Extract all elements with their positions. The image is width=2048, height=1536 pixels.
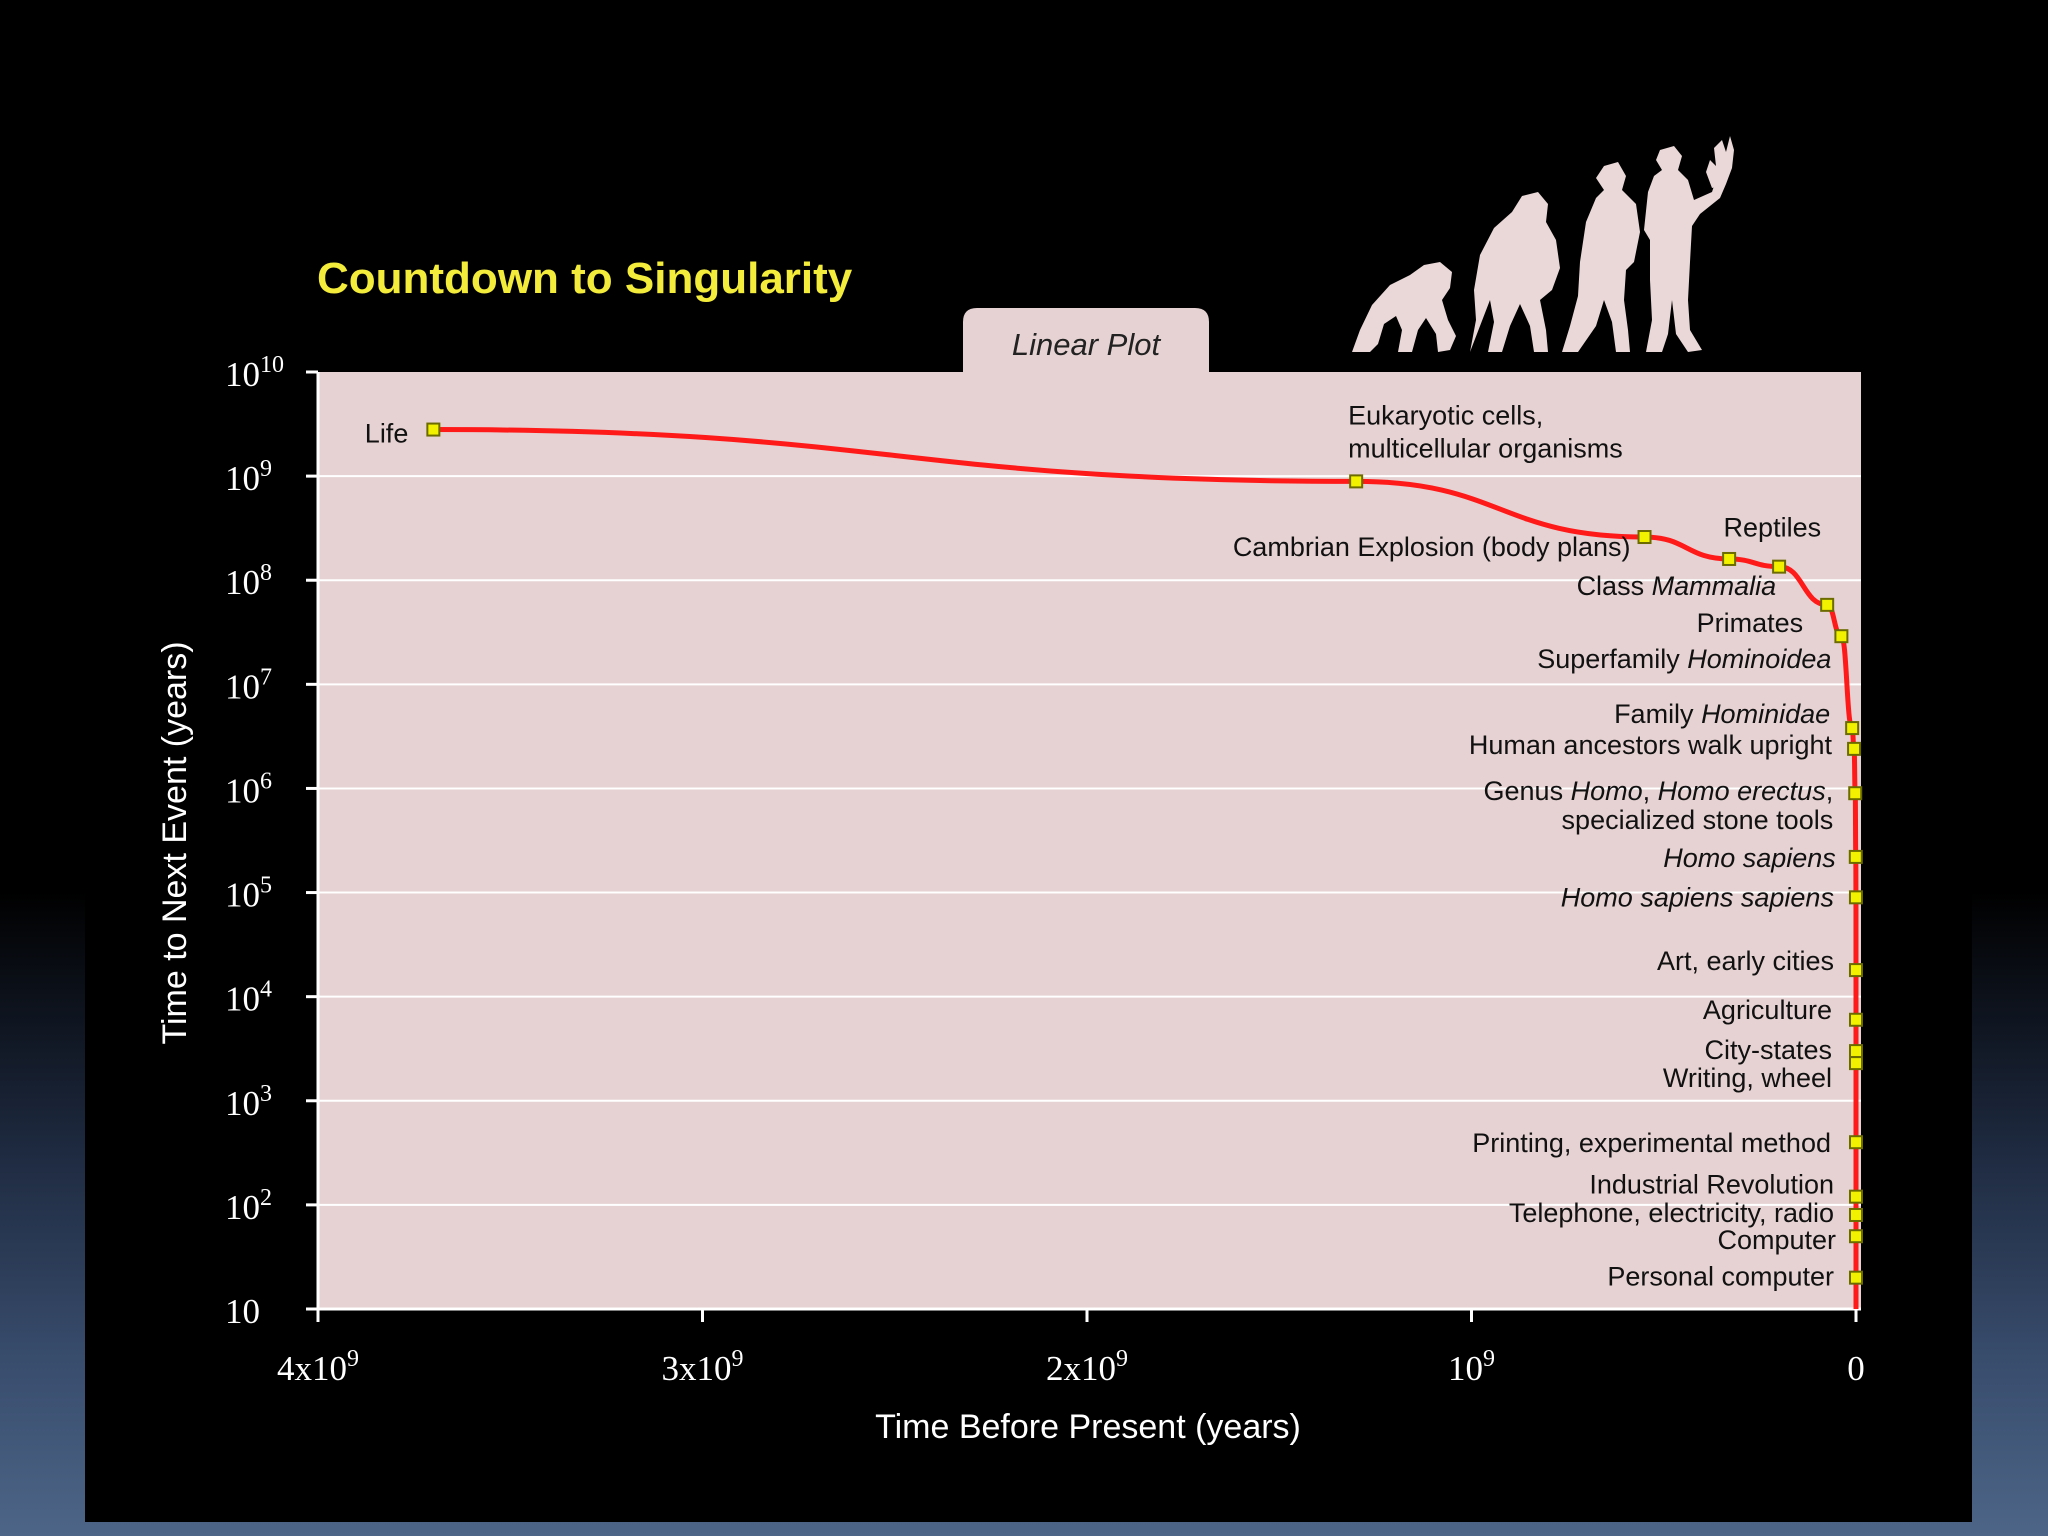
plot-area — [318, 372, 1861, 1309]
event-marker — [1848, 1044, 1863, 1059]
event-marker — [1849, 1270, 1863, 1285]
event-marker — [1849, 1207, 1863, 1222]
event-marker — [1772, 559, 1787, 574]
event-marker — [1848, 1189, 1863, 1204]
event-marker — [1820, 597, 1835, 612]
y-tick-label: 103 — [225, 1081, 272, 1123]
point-label-group: Life Eukaryotic cells,multicellular organ… — [365, 400, 1836, 1291]
event-label: City-states — [1704, 1035, 1832, 1065]
evolution-silhouettes-icon — [1352, 136, 1734, 352]
event-label: Reptiles — [1724, 513, 1822, 543]
event-label: Homo sapiens sapiens — [1561, 882, 1834, 912]
event-label: Art, early cities — [1657, 946, 1834, 976]
event-marker — [1637, 530, 1652, 545]
chart-title: Countdown to Singularity — [317, 254, 853, 303]
event-marker — [426, 422, 441, 437]
event-label: Agriculture — [1703, 995, 1832, 1025]
event-marker — [1848, 1135, 1863, 1150]
event-marker — [1848, 1012, 1863, 1027]
event-label: Industrial Revolution — [1589, 1170, 1834, 1200]
event-marker — [1848, 849, 1863, 864]
x-tick-label: 0 — [1847, 1349, 1865, 1388]
event-marker — [1834, 629, 1849, 644]
event-marker — [1849, 1229, 1863, 1244]
linear-plot-tab — [963, 308, 1209, 372]
event-marker — [1349, 474, 1364, 489]
event-marker — [1847, 741, 1862, 756]
event-label: Writing, wheel — [1663, 1063, 1832, 1093]
event-label: Primates — [1697, 608, 1804, 638]
x-tick-label: 2x109 — [1046, 1346, 1128, 1388]
event-label: multicellular organisms — [1348, 433, 1623, 463]
event-label: Telephone, electricity, radio — [1509, 1198, 1834, 1228]
y-tick-label: 107 — [225, 664, 272, 706]
x-tick-labels: 4x109 3x109 2x109 109 0 — [277, 1346, 1865, 1388]
y-tick-labels: 1010 109 108 107 106 105 104 103 102 10 — [225, 352, 284, 1331]
event-label: Printing, experimental method — [1472, 1128, 1831, 1158]
event-marker — [1848, 786, 1863, 801]
event-label: Computer — [1717, 1225, 1836, 1255]
event-label: Family Hominidae — [1614, 699, 1830, 729]
x-tick-label: 109 — [1448, 1346, 1495, 1388]
linear-plot-tab-label: Linear Plot — [1012, 327, 1162, 362]
y-tick-label: 109 — [225, 456, 272, 498]
event-marker — [1845, 721, 1860, 736]
x-tick-label: 3x109 — [662, 1346, 744, 1388]
event-label: Genus Homo, Homo erectus, — [1484, 776, 1834, 806]
event-label: Class Mammalia — [1577, 571, 1777, 601]
event-marker — [1848, 890, 1863, 905]
marker-group — [426, 422, 1863, 1285]
event-label: Superfamily Hominoidea — [1537, 644, 1831, 674]
y-tick-label: 106 — [225, 768, 272, 810]
event-marker — [1848, 1056, 1863, 1071]
event-label: specialized stone tools — [1562, 805, 1834, 835]
event-label: Personal computer — [1607, 1262, 1834, 1292]
x-axis-title: Time Before Present (years) — [875, 1408, 1301, 1446]
y-axis-title: Time to Next Event (years) — [156, 641, 194, 1044]
event-label: Life — [365, 419, 409, 449]
y-tick-label: 105 — [225, 873, 272, 915]
event-marker — [1848, 963, 1863, 978]
axes — [306, 370, 1861, 1322]
event-label: Homo sapiens — [1663, 843, 1836, 873]
event-label: Human ancestors walk upright — [1469, 730, 1833, 760]
y-tick-label: 1010 — [225, 352, 284, 394]
event-marker — [1722, 551, 1737, 566]
event-label: Cambrian Explosion (body plans) — [1233, 532, 1631, 562]
x-tick-label: 4x109 — [277, 1346, 359, 1388]
y-tick-label: 104 — [225, 977, 272, 1019]
y-tick-label: 108 — [225, 560, 272, 602]
y-tick-label: 10 — [225, 1292, 260, 1331]
y-tick-label: 102 — [225, 1185, 272, 1227]
event-label: Eukaryotic cells, — [1348, 400, 1543, 430]
